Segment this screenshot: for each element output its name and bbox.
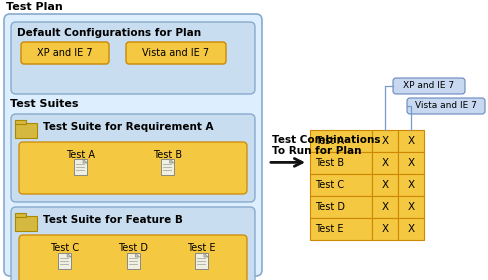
Bar (309, 152, 371, 174)
Text: Test Suite for Requirement A: Test Suite for Requirement A (43, 122, 213, 132)
Text: Test Suites: Test Suites (10, 99, 79, 109)
Text: Vista and IE 7: Vista and IE 7 (142, 48, 209, 58)
Text: Test B: Test B (314, 158, 344, 168)
FancyBboxPatch shape (392, 78, 464, 94)
Bar (15, 123, 37, 138)
Bar (126, 253, 139, 269)
Text: Test Plan: Test Plan (6, 2, 62, 12)
FancyBboxPatch shape (11, 114, 254, 202)
Bar (371, 130, 397, 152)
Bar (15, 120, 26, 124)
Bar (371, 174, 397, 196)
Text: X: X (407, 202, 414, 212)
Text: Vista and IE 7: Vista and IE 7 (414, 102, 476, 111)
Polygon shape (67, 253, 71, 257)
Text: Test C: Test C (50, 243, 79, 253)
Bar (161, 159, 173, 175)
Text: Default Configurations for Plan: Default Configurations for Plan (17, 28, 201, 38)
Polygon shape (203, 253, 207, 257)
Bar (309, 218, 371, 240)
Bar (195, 253, 207, 269)
Text: X: X (407, 180, 414, 190)
FancyBboxPatch shape (4, 14, 262, 276)
FancyBboxPatch shape (126, 42, 225, 64)
Text: X: X (381, 224, 388, 234)
Text: X: X (381, 158, 388, 168)
Bar (309, 130, 371, 152)
Text: Test A: Test A (66, 150, 95, 160)
Text: Test Suite for Feature B: Test Suite for Feature B (43, 215, 183, 225)
Text: Test D: Test D (118, 243, 148, 253)
Bar (15, 213, 26, 217)
Text: Test C: Test C (314, 180, 344, 190)
Bar (309, 174, 371, 196)
Text: X: X (381, 202, 388, 212)
Bar (397, 174, 423, 196)
Bar (371, 196, 397, 218)
FancyBboxPatch shape (406, 98, 484, 114)
Bar (74, 159, 87, 175)
Bar (309, 196, 371, 218)
Bar (397, 152, 423, 174)
Text: Test Combinations
To Run for Plan: Test Combinations To Run for Plan (271, 135, 380, 157)
Polygon shape (135, 253, 139, 257)
Text: Test E: Test E (187, 243, 215, 253)
Text: X: X (407, 136, 414, 146)
Polygon shape (83, 159, 87, 163)
Bar (371, 218, 397, 240)
FancyBboxPatch shape (11, 207, 254, 280)
Bar (397, 218, 423, 240)
FancyBboxPatch shape (19, 142, 246, 194)
FancyBboxPatch shape (11, 22, 254, 94)
Text: XP and IE 7: XP and IE 7 (37, 48, 93, 58)
Polygon shape (169, 159, 173, 163)
Bar (371, 152, 397, 174)
Text: X: X (381, 136, 388, 146)
Text: X: X (407, 224, 414, 234)
FancyBboxPatch shape (19, 235, 246, 280)
Text: Test B: Test B (152, 150, 182, 160)
Bar (397, 196, 423, 218)
Bar (15, 216, 37, 231)
Bar (397, 130, 423, 152)
Text: XP and IE 7: XP and IE 7 (403, 81, 454, 90)
Bar (58, 253, 71, 269)
Text: Test D: Test D (314, 202, 345, 212)
Text: X: X (407, 158, 414, 168)
Text: X: X (381, 180, 388, 190)
Text: Test E: Test E (314, 224, 343, 234)
Text: Test A: Test A (314, 136, 343, 146)
FancyBboxPatch shape (21, 42, 109, 64)
